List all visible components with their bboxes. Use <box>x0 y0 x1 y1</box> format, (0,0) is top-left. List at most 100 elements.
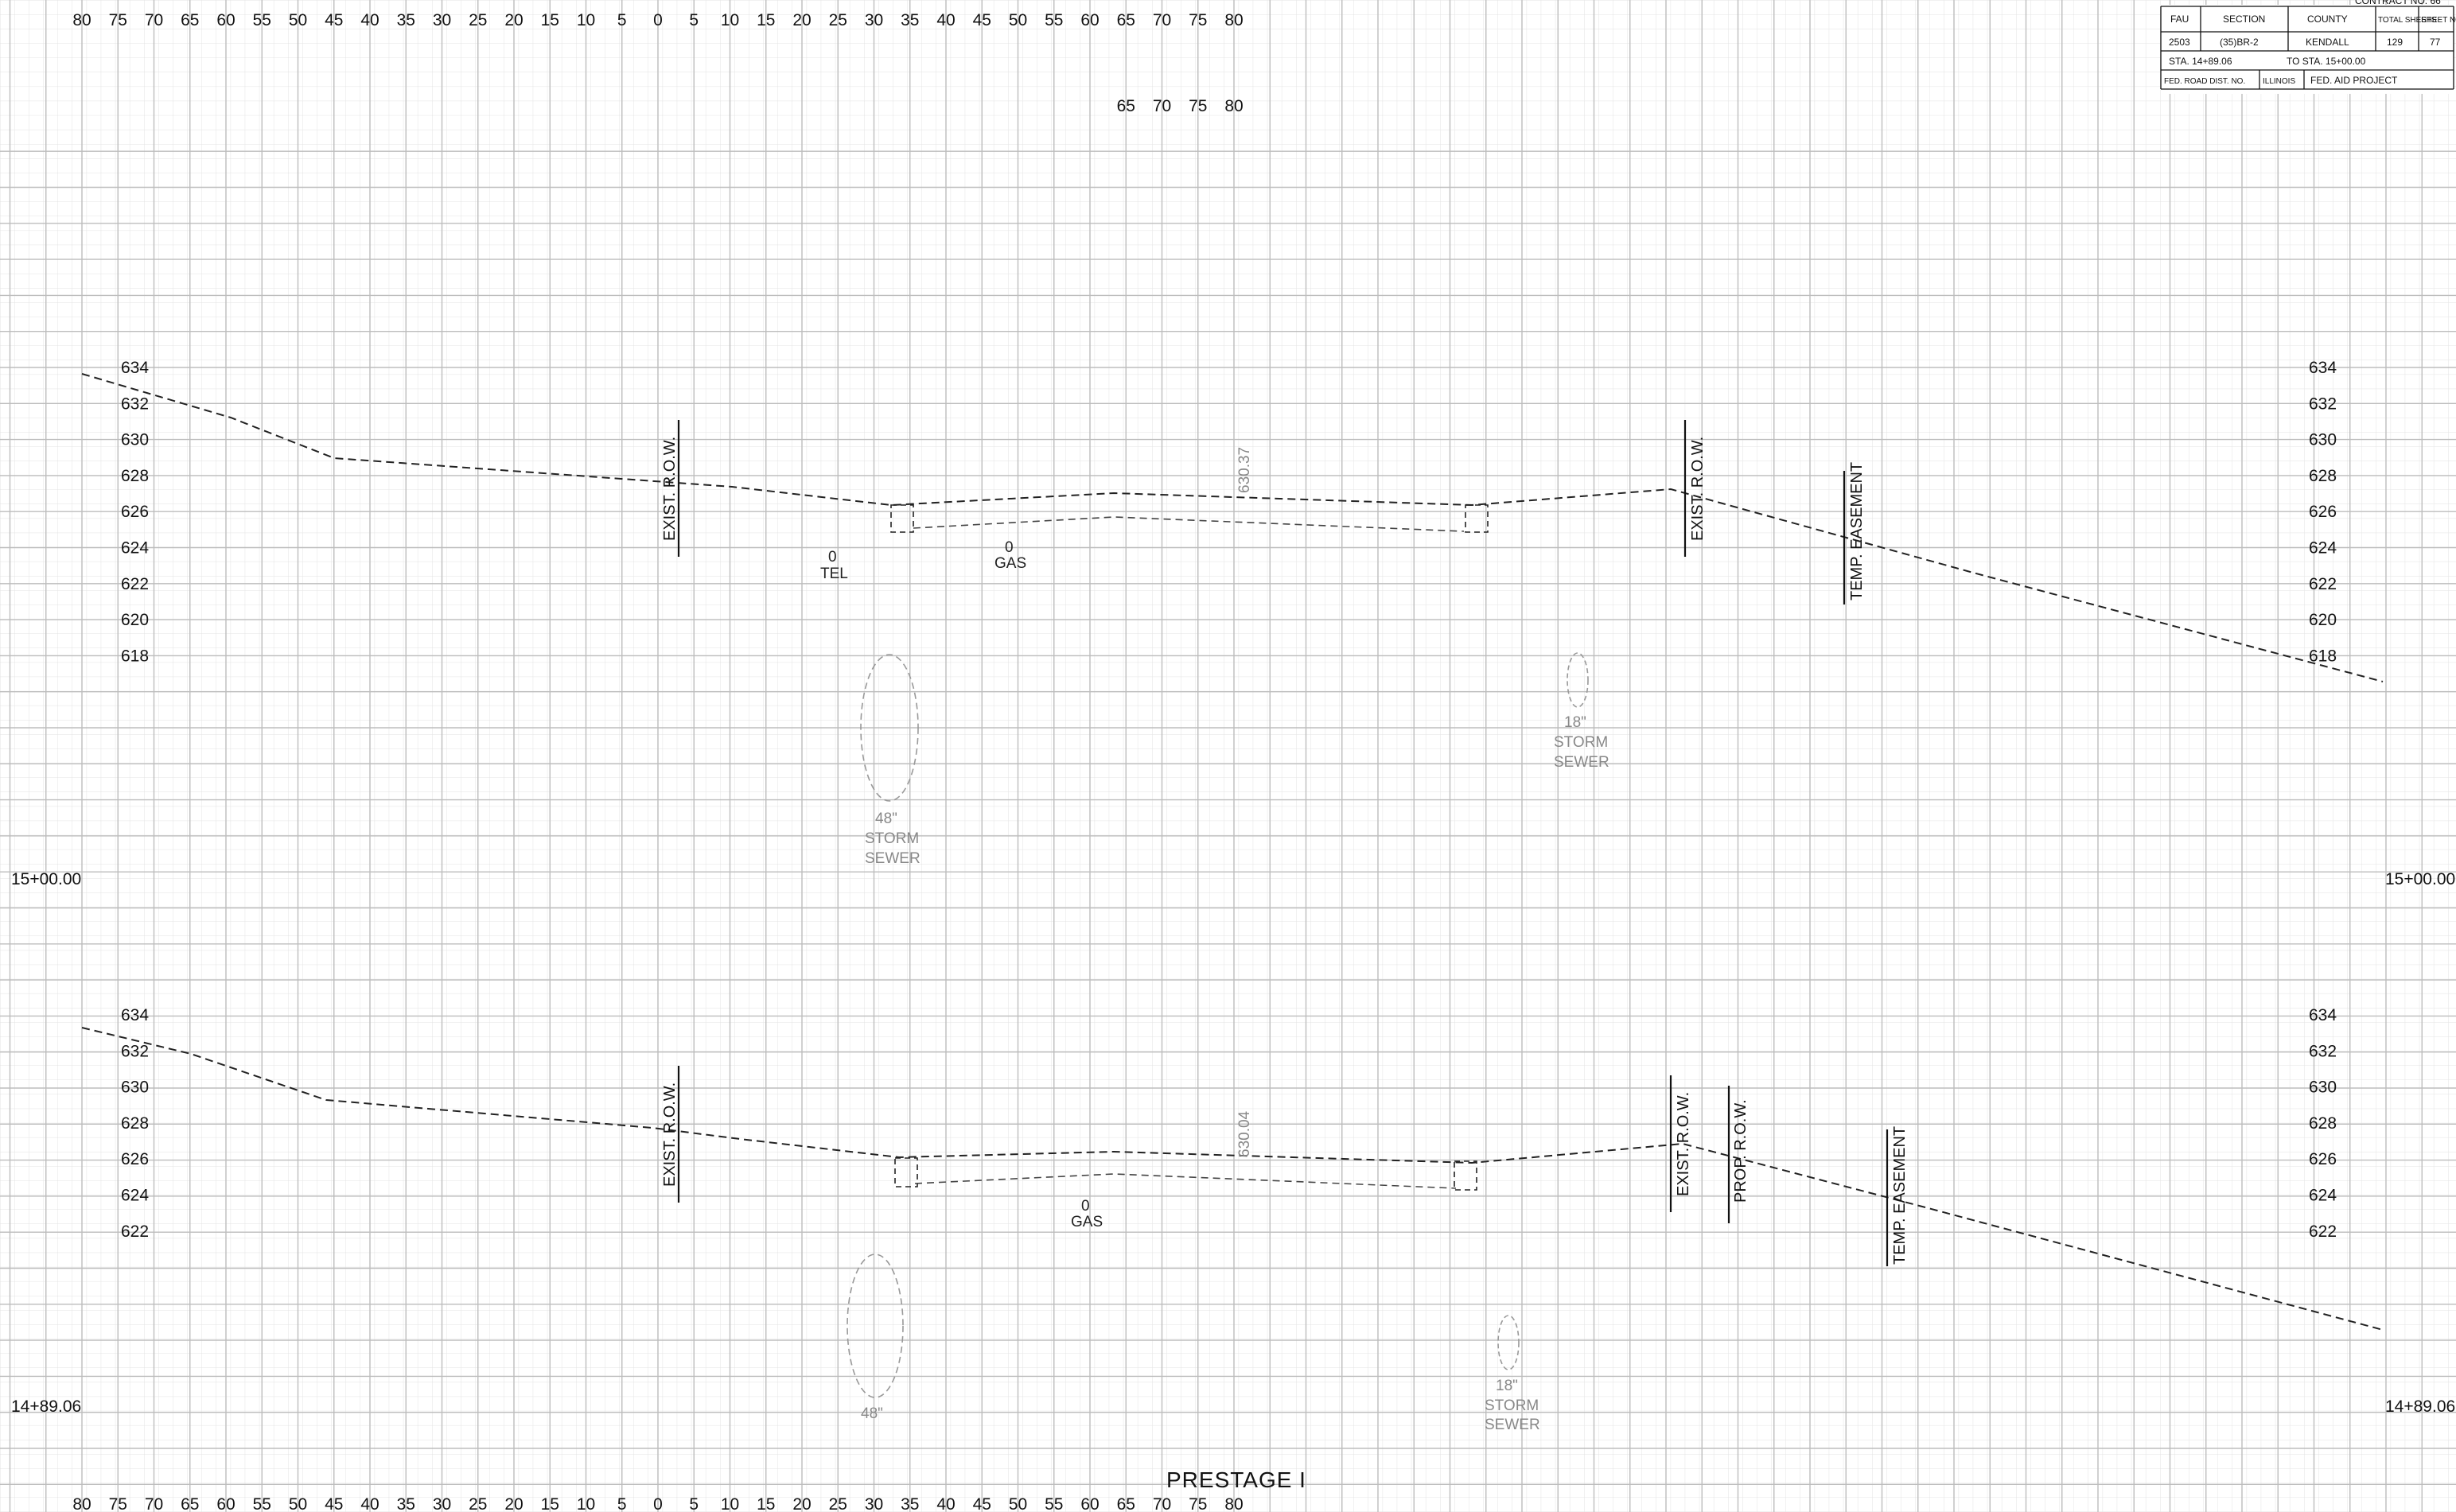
tel-zero-upper: 0 <box>828 549 837 566</box>
offset-label-top: 75 <box>1189 11 1207 29</box>
offset-label-top: 10 <box>721 11 739 29</box>
elevation-label-left: 626 <box>121 503 149 521</box>
offset-label-top: 55 <box>1045 11 1063 29</box>
offset-label-top: 60 <box>216 11 235 29</box>
offset-label-top: 50 <box>289 11 307 29</box>
offset-label-bottom: 55 <box>1045 1495 1063 1512</box>
tb-section-value: (35)BR-2 <box>2220 37 2259 48</box>
curb-right-lower <box>1454 1160 1477 1191</box>
elevation-label-right: 622 <box>2309 575 2337 593</box>
offset-label-top: 35 <box>397 11 415 29</box>
station-label-lower-left: 14+89.06 <box>11 1397 81 1416</box>
elevation-label-left: 620 <box>121 611 149 629</box>
elevation-label-right: 632 <box>2309 1042 2337 1060</box>
elevation-label-right: 630 <box>2309 431 2337 449</box>
offset-label-top: 65 <box>1117 11 1135 29</box>
lower-section: EXIST. R.O.W. EXIST. R.O.W. PROP. R.O.W.… <box>81 1027 2384 1433</box>
offset-label-top: 15 <box>541 11 559 29</box>
offset-label-bottom: 60 <box>1080 1495 1099 1512</box>
tb-fed-road-dist: FED. ROAD DIST. NO. <box>2164 77 2245 86</box>
tb-header-total-sheets: TOTAL SHEETS <box>2378 16 2437 25</box>
elevation-label-left: 624 <box>121 1187 149 1205</box>
elevation-label-left: 632 <box>121 1042 149 1060</box>
elevation-label-right: 634 <box>2309 1006 2337 1024</box>
gas-zero-upper: 0 <box>1005 539 1014 556</box>
elevation-label-right: 626 <box>2309 503 2337 521</box>
offset-label-top: 25 <box>829 11 847 29</box>
existing-ground-line-lower <box>81 1027 2384 1331</box>
offset-label-title-block: 80 <box>1224 97 1243 115</box>
elevation-label-right: 626 <box>2309 1150 2337 1168</box>
offset-label-bottom: 80 <box>72 1495 91 1512</box>
offset-label-bottom: 75 <box>1189 1495 1207 1512</box>
offset-label-bottom: 75 <box>109 1495 127 1512</box>
tb-header-sheet-no: SHEET NO. <box>2421 16 2456 25</box>
offset-label-bottom: 50 <box>289 1495 307 1512</box>
offset-label-top: 10 <box>577 11 595 29</box>
title-block-offset-scale: 65 70 75 80 <box>1117 97 1244 115</box>
storm-sewer-18-lower <box>1497 1315 1520 1370</box>
offset-label-bottom: 40 <box>360 1495 379 1512</box>
offset-label-top: 45 <box>325 11 343 29</box>
gas-label-upper: GAS <box>994 555 1026 572</box>
storm-sewer-48-upper <box>860 654 919 802</box>
elevation-label-left: 624 <box>121 539 149 558</box>
tb-fau-value: 2503 <box>2169 37 2190 48</box>
offset-label-top: 25 <box>469 11 487 29</box>
title-block: CONTRACT NO. 66 FAU SECTION COUNTY TOTAL… <box>2160 0 2456 94</box>
row-label-right-lower: EXIST. R.O.W. <box>1675 1092 1692 1196</box>
sewer-18-kind-lower: SEWER <box>1485 1417 1540 1433</box>
offset-label-top: 60 <box>1080 11 1099 29</box>
elevation-label-left: 622 <box>121 1222 149 1241</box>
offset-label-top: 45 <box>973 11 991 29</box>
elevation-label-left: 622 <box>121 575 149 593</box>
storm-sewer-48-lower <box>847 1254 904 1398</box>
offset-label-bottom: 20 <box>504 1495 523 1512</box>
elevation-label-right: 620 <box>2309 611 2337 629</box>
pavement-bottom-lower <box>914 1173 1457 1189</box>
tb-total-sheets-value: 129 <box>2387 37 2403 48</box>
offset-label-bottom: 20 <box>792 1495 811 1512</box>
offset-label-top: 30 <box>433 11 451 29</box>
elevation-label-left: 630 <box>121 1079 149 1097</box>
offset-label-bottom: 5 <box>617 1495 627 1512</box>
sewer-18-type-upper: STORM <box>1554 734 1608 751</box>
offset-label-bottom: 50 <box>1009 1495 1027 1512</box>
contract-number: CONTRACT NO. 66 <box>2355 0 2441 6</box>
tb-header-section: SECTION <box>2223 14 2265 25</box>
offset-label-title-block: 65 <box>1117 97 1135 115</box>
tb-sta-from: STA. 14+89.06 <box>2169 56 2232 67</box>
offset-label-bottom: 55 <box>253 1495 271 1512</box>
curb-left-upper <box>890 504 914 533</box>
easement-label-upper: TEMP. EASEMENT <box>1848 462 1866 601</box>
row-label-left-upper: EXIST. R.O.W. <box>661 437 679 541</box>
offset-label-bottom: 80 <box>1224 1495 1243 1512</box>
elevation-label-right: 618 <box>2309 647 2337 665</box>
offset-label-title-block: 70 <box>1153 97 1171 115</box>
offset-label-top: 40 <box>360 11 379 29</box>
row-label-right-upper: EXIST. R.O.W. <box>1689 437 1707 541</box>
offset-label-bottom: 45 <box>325 1495 343 1512</box>
offset-label-bottom: 40 <box>936 1495 955 1512</box>
elevation-label-right: 634 <box>2309 359 2337 377</box>
offset-label-bottom: 35 <box>901 1495 919 1512</box>
curb-right-upper <box>1465 504 1489 533</box>
row-label-left-lower: EXIST. R.O.W. <box>661 1082 679 1187</box>
offset-label-bottom: 10 <box>721 1495 739 1512</box>
tb-sheet-no-value: 77 <box>2430 37 2441 48</box>
offset-label-bottom: 10 <box>577 1495 595 1512</box>
offset-label-bottom: 0 <box>653 1495 663 1512</box>
elevation-label-right: 630 <box>2309 1079 2337 1097</box>
curb-left-lower <box>894 1157 918 1187</box>
elevation-label-left: 618 <box>121 647 149 665</box>
elevation-label-left: 630 <box>121 431 149 449</box>
sewer-18-kind-upper: SEWER <box>1554 754 1609 771</box>
offset-label-bottom: 70 <box>145 1495 163 1512</box>
offset-label-top: 75 <box>109 11 127 29</box>
prop-row-label-lower: PROP. R.O.W. <box>1732 1099 1750 1203</box>
offset-label-bottom: 65 <box>181 1495 199 1512</box>
offset-label-top: 15 <box>757 11 775 29</box>
sewer-18-size-lower: 18" <box>1496 1378 1518 1394</box>
